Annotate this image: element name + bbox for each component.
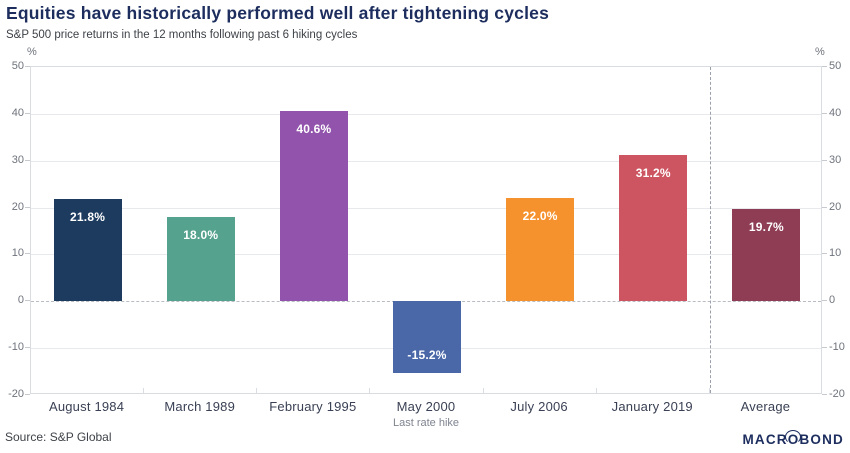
y-tick-label-right: 0 bbox=[829, 294, 836, 307]
x-category-label: January 2019 bbox=[611, 399, 693, 414]
chart-title: Equities have historically performed wel… bbox=[6, 3, 550, 23]
y-tick-label-left: 0 bbox=[17, 294, 24, 307]
bar-value-label: 18.0% bbox=[183, 227, 219, 242]
y-tick-label-left: 40 bbox=[11, 106, 24, 119]
bar-value-label: 22.0% bbox=[522, 209, 558, 224]
gridline bbox=[31, 160, 821, 162]
bar-july-2006: 22.0% bbox=[506, 198, 575, 302]
y-tick-label-right: 50 bbox=[829, 60, 842, 72]
bar-march-1989: 18.0% bbox=[166, 216, 235, 302]
y-axis-tick bbox=[822, 206, 827, 208]
y-axis-tick bbox=[25, 394, 30, 395]
bar-value-label: -15.2% bbox=[407, 347, 447, 362]
y-axis-tick bbox=[822, 253, 827, 255]
y-tick-label-right: 10 bbox=[829, 247, 842, 260]
bar-value-label: 31.2% bbox=[635, 166, 671, 181]
y-tick-label-left: -20 bbox=[8, 388, 24, 400]
y-axis-tick bbox=[822, 347, 827, 349]
gridline bbox=[31, 254, 821, 256]
average-separator-line bbox=[709, 67, 711, 393]
x-category-label: February 1995 bbox=[269, 399, 357, 414]
y-axis-tick bbox=[822, 394, 827, 395]
x-axis-tick bbox=[143, 388, 145, 394]
gridline bbox=[31, 207, 821, 209]
logo-text-prefix: MACR bbox=[742, 432, 788, 447]
y-axis-tick bbox=[822, 66, 827, 67]
y-tick-label-left: 30 bbox=[11, 153, 24, 166]
x-axis-tick bbox=[482, 388, 484, 394]
y-axis-unit-left: % bbox=[27, 46, 37, 58]
x-axis-tick bbox=[708, 388, 710, 394]
x-axis-tick bbox=[256, 388, 258, 394]
x-category-label: July 2006 bbox=[510, 399, 568, 414]
y-axis-unit-right: % bbox=[815, 46, 825, 58]
y-tick-label-left: 20 bbox=[11, 200, 24, 213]
y-axis-tick bbox=[25, 66, 30, 67]
chart-subtitle: S&P 500 price returns in the 12 months f… bbox=[6, 29, 358, 41]
y-axis-tick bbox=[25, 206, 30, 208]
gridline bbox=[31, 113, 821, 115]
y-axis-tick bbox=[822, 159, 827, 161]
y-tick-label-left: 50 bbox=[11, 60, 24, 72]
x-axis-tick bbox=[595, 388, 597, 394]
bar-february-1995: 40.6% bbox=[279, 111, 348, 302]
y-axis-tick bbox=[25, 253, 30, 255]
y-axis-tick bbox=[822, 112, 827, 114]
source-text: Source: S&P Global bbox=[5, 430, 112, 444]
bar-august-1984: 21.8% bbox=[53, 199, 122, 302]
logo-o: O bbox=[784, 430, 801, 447]
y-tick-label-right: 40 bbox=[829, 106, 842, 119]
x-category-label: August 1984 bbox=[48, 399, 125, 414]
y-tick-label-left: -10 bbox=[8, 341, 24, 354]
y-tick-label-right: -10 bbox=[829, 341, 845, 354]
bar-may-2000: -15.2% bbox=[393, 301, 461, 373]
y-axis-tick bbox=[25, 159, 30, 161]
x-axis-tick bbox=[369, 388, 371, 394]
bar-average: 19.7% bbox=[732, 208, 801, 302]
y-tick-label-right: -20 bbox=[829, 388, 845, 400]
macrobond-logo: MACRO BOND bbox=[742, 430, 844, 447]
y-tick-label-left: 10 bbox=[11, 247, 24, 260]
bar-value-label: 21.8% bbox=[70, 210, 106, 225]
bar-value-label: 19.7% bbox=[748, 219, 784, 234]
y-axis-tick bbox=[25, 347, 30, 349]
plot-area: 21.8% 18.0% 40.6% -15.2% 22.0% 31.2% 19.7% bbox=[30, 66, 822, 394]
x-category-label: May 2000 bbox=[396, 399, 456, 414]
x-axis-title: Last rate hike bbox=[392, 417, 460, 429]
y-axis-tick bbox=[25, 300, 30, 302]
logo-text-suffix: BOND bbox=[799, 432, 844, 447]
y-axis-tick bbox=[25, 112, 30, 114]
x-category-label: March 1989 bbox=[164, 399, 236, 414]
x-category-label: Average bbox=[740, 399, 791, 414]
y-tick-label-right: 20 bbox=[829, 200, 842, 213]
y-tick-label-right: 30 bbox=[829, 153, 842, 166]
bar-january-2019: 31.2% bbox=[619, 155, 688, 302]
y-axis-tick bbox=[822, 300, 827, 302]
bar-value-label: 40.6% bbox=[296, 122, 332, 137]
